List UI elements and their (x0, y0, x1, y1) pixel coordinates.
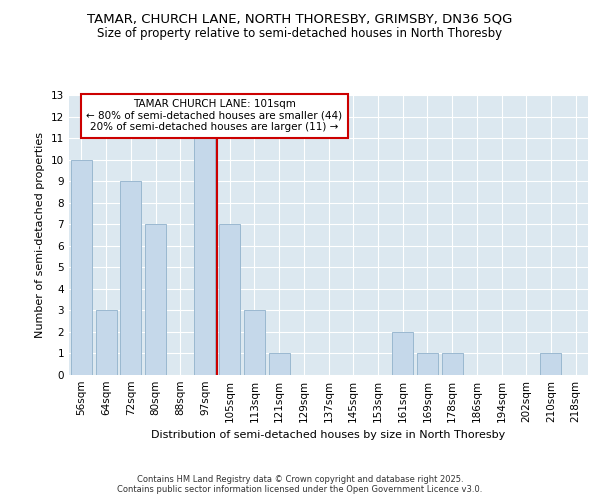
Bar (392, 332, 413, 375)
Bar (194, 138, 215, 375)
Bar (541, 354, 562, 375)
Bar (442, 354, 463, 375)
Bar (269, 354, 290, 375)
Bar (71, 160, 92, 375)
Bar (417, 354, 438, 375)
Text: TAMAR, CHURCH LANE, NORTH THORESBY, GRIMSBY, DN36 5QG: TAMAR, CHURCH LANE, NORTH THORESBY, GRIM… (88, 12, 512, 26)
Text: Contains HM Land Registry data © Crown copyright and database right 2025.
Contai: Contains HM Land Registry data © Crown c… (118, 474, 482, 494)
Bar (95, 310, 116, 375)
Text: TAMAR CHURCH LANE: 101sqm
← 80% of semi-detached houses are smaller (44)
20% of : TAMAR CHURCH LANE: 101sqm ← 80% of semi-… (86, 99, 343, 132)
X-axis label: Distribution of semi-detached houses by size in North Thoresby: Distribution of semi-detached houses by … (151, 430, 506, 440)
Text: Size of property relative to semi-detached houses in North Thoresby: Size of property relative to semi-detach… (97, 28, 503, 40)
Bar (244, 310, 265, 375)
Bar (219, 224, 240, 375)
Bar (145, 224, 166, 375)
Bar (120, 181, 141, 375)
Y-axis label: Number of semi-detached properties: Number of semi-detached properties (35, 132, 46, 338)
